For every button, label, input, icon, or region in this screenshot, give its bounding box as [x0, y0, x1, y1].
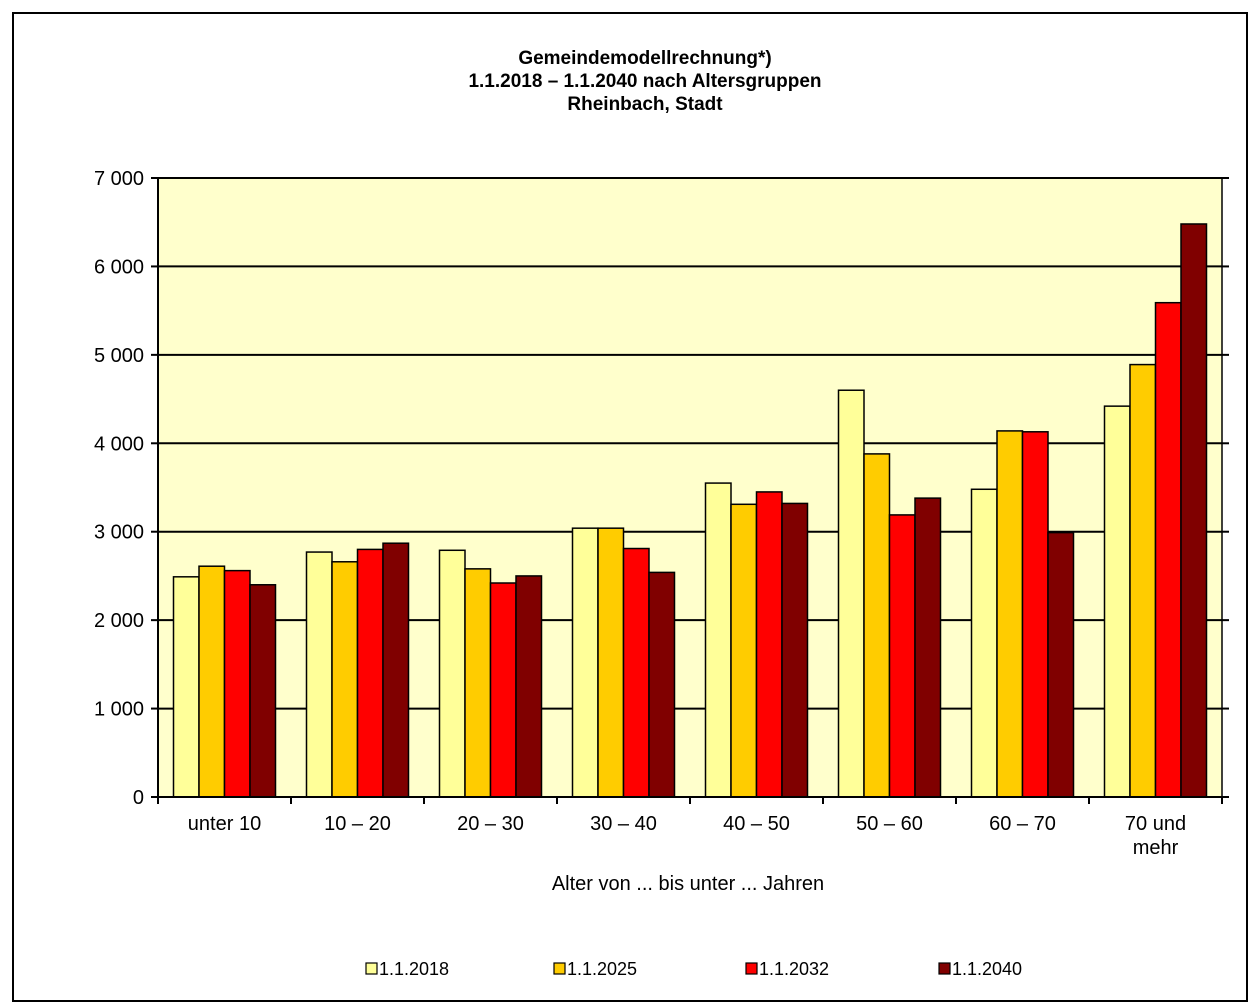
chart-svg: Gemeindemodellrechnung*)1.1.2018 – 1.1.2… [94, 48, 1229, 979]
bar [996, 430, 1024, 798]
bar [914, 497, 942, 798]
chart-title-line: Gemeindemodellrechnung*) [518, 48, 771, 69]
bar [489, 582, 517, 798]
bar [382, 542, 410, 798]
y-tick-label: 3 000 [94, 522, 144, 544]
legend: 1.1.2018 1.1.2025 1.1.2032 1.1.2040 [365, 959, 1022, 979]
y-tick-label: 1 000 [94, 699, 144, 721]
legend-swatch [365, 962, 378, 975]
y-tick-labels: 0 1 000 2 000 3 000 4 000 5 000 6 000 7 000 [94, 168, 144, 809]
bar [249, 584, 277, 798]
bar [863, 453, 891, 798]
bar [704, 482, 732, 798]
bar [223, 569, 251, 798]
legend-swatch [745, 962, 758, 975]
legend-label: 1.1.2018 [379, 959, 449, 979]
x-tick-label: 60 – 70 [989, 813, 1056, 835]
x-axis-label: Alter von ... bis unter ... Jahren [552, 873, 824, 895]
legend-label: 1.1.2032 [759, 959, 829, 979]
bar [1154, 301, 1182, 798]
y-tick-label: 5 000 [94, 345, 144, 367]
y-tick-label: 6 000 [94, 256, 144, 278]
bar [1021, 431, 1049, 798]
y-tick-label: 2 000 [94, 610, 144, 632]
chart-frame: Gemeindemodellrechnung*) 1.1.2018 – 1.1.2… [12, 12, 1248, 1002]
bar [888, 514, 916, 798]
bar [781, 502, 809, 798]
x-tick-label: 40 – 50 [723, 813, 790, 835]
chart-title-line: Rheinbach, Stadt [567, 94, 723, 115]
bar [172, 576, 200, 798]
bar [1047, 531, 1075, 798]
axes [151, 177, 1229, 804]
bar [970, 488, 998, 798]
bar [331, 561, 359, 798]
bar [755, 491, 783, 798]
x-tick-label: 30 – 40 [590, 813, 657, 835]
bar [622, 547, 650, 798]
y-tick-label: 0 [133, 787, 144, 809]
legend-swatch [938, 962, 951, 975]
bar [1129, 363, 1157, 798]
bar [305, 551, 333, 798]
bar [648, 571, 676, 798]
bar [837, 389, 865, 798]
x-tick-label: 50 – 60 [856, 813, 923, 835]
bar [597, 527, 625, 798]
bar [730, 503, 758, 798]
x-tick-label: 20 – 30 [457, 813, 524, 835]
bar [438, 549, 466, 798]
legend-label: 1.1.2040 [952, 959, 1022, 979]
bar [464, 568, 492, 798]
bar [515, 575, 543, 798]
y-tick-label: 7 000 [94, 168, 144, 190]
x-tick-label: mehr [1133, 837, 1179, 859]
bar [1103, 405, 1131, 798]
bar [571, 527, 599, 798]
chart-title: Gemeindemodellrechnung*)1.1.2018 – 1.1.2… [468, 48, 821, 115]
bar [356, 548, 384, 798]
x-tick-label: 70 und [1125, 813, 1186, 835]
x-tick-labels: unter 10 10 – 20 20 – 30 30 – 40 40 – 50 50 –… [188, 813, 1186, 859]
x-tick-label: 10 – 20 [324, 813, 391, 835]
legend-label: 1.1.2025 [567, 959, 637, 979]
chart-title-line: 1.1.2018 – 1.1.2040 nach Altersgruppen [468, 71, 821, 92]
bar [1180, 223, 1208, 798]
bar [198, 565, 226, 798]
legend-swatch [553, 962, 566, 975]
x-tick-label: unter 10 [188, 813, 261, 835]
y-tick-label: 4 000 [94, 433, 144, 455]
